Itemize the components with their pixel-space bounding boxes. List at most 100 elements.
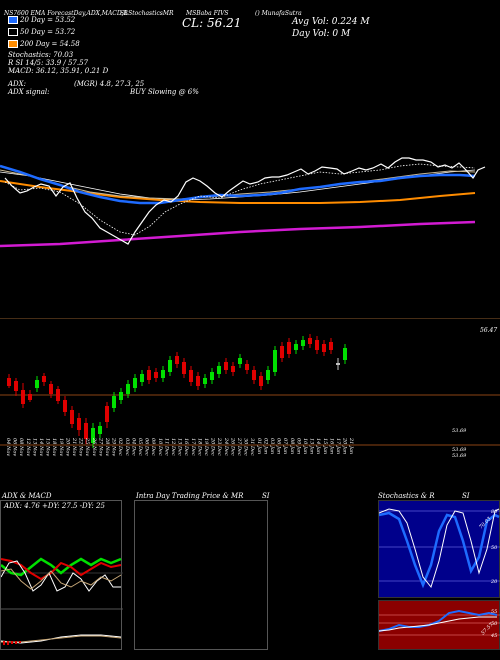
date-label: 19 Dec [203, 438, 209, 456]
candlestick-chart: 56.47 53.69 53.69 53.69 [0, 318, 500, 459]
date-label: 13 Jan [309, 438, 315, 454]
stoch-si-label: SI [462, 492, 470, 500]
date-label: 03 Dec [124, 438, 130, 456]
date-label: 09 Jan [295, 438, 301, 454]
header-title-far: () MunafaSutra [255, 10, 302, 17]
date-label: 14 Jan [315, 438, 321, 454]
rsi-level-50: 50 [491, 621, 498, 627]
adx-white-line [1, 560, 121, 592]
date-label: 04 Nov [5, 438, 11, 456]
date-label: 15 Nov [45, 438, 51, 456]
date-label: 10 Dec [157, 438, 163, 456]
adx-macd-panel: ADX: 4.76 +DY: 27.5 -DY: 25 [0, 500, 123, 650]
price-axis-low2: 53.69 [452, 447, 467, 453]
date-label: 18 Dec [196, 438, 202, 456]
adx-values-text: ADX: 4.76 +DY: 27.5 -DY: 25 [4, 502, 105, 510]
rsi-panel: 55 50 45 57.57 [378, 600, 500, 650]
day-volume: Day Vol: 0 M [292, 29, 351, 39]
date-label: 06 Jan [276, 438, 282, 454]
date-label: 06 Dec [144, 438, 150, 456]
rsi-level-45: 45 [490, 633, 497, 639]
ema20-text: 20 Day = 53.52 [20, 16, 76, 24]
stochastics-panel: 80 50 20 70.03 [378, 500, 500, 598]
date-label: 24 Dec [223, 437, 229, 456]
stoch-level-20: 20 [490, 579, 498, 585]
adx-buy-signal: BUY Slowing @ 6% [130, 88, 199, 96]
date-axis: 04 Nov 06 Nov 08 Nov 12 Nov 13 Nov 14 Nov 15 N… [5, 437, 354, 456]
date-label: 13 Dec [177, 438, 183, 456]
date-label: 03 Jan [269, 438, 275, 454]
adx-label: ADX: [8, 80, 27, 88]
adx-tan-line [1, 568, 122, 590]
date-label: 02 Dec [117, 438, 123, 456]
date-label: 22 Nov [78, 437, 84, 456]
intraday-si-label: SI [262, 492, 270, 500]
date-label: 21 Jan [348, 437, 354, 454]
date-label: 04 Dec [130, 438, 136, 456]
stoch-level-50: 50 [491, 545, 498, 551]
date-label: 28 Nov [104, 437, 110, 456]
ema-chart [0, 157, 486, 248]
date-label: 20 Jan [342, 437, 348, 454]
date-label: 14 Nov [38, 438, 44, 456]
date-label: 17 Jan [335, 438, 341, 454]
date-label: 21 Nov [71, 437, 77, 456]
candles-group [7, 334, 347, 448]
minus-di-line [1, 558, 122, 581]
ema50-line [0, 169, 476, 200]
date-label: 13 Nov [31, 438, 37, 456]
ema50-label: 50 Day = 53.72 [8, 28, 75, 36]
intraday-panel-title: Intra Day Trading Price & MR [136, 492, 244, 500]
date-label: 25 Nov [84, 437, 90, 456]
date-label: 06 Nov [12, 438, 18, 456]
rsi-level-55: 55 [491, 609, 497, 615]
date-label: 08 Jan [289, 438, 295, 454]
stoch-panel-title: Stochastics & R [378, 492, 435, 500]
ema20-swatch [8, 16, 18, 24]
price-line [4, 157, 486, 245]
stochastics-label: Stochastics: 70.03 [8, 51, 74, 59]
date-label: 30 Dec [243, 438, 249, 456]
macd-histogram [3, 641, 21, 645]
date-label: 20 Dec [210, 437, 216, 456]
plus-di-line [1, 557, 122, 577]
stoch-level-80: 80 [491, 509, 498, 515]
adx-lines-svg [1, 557, 123, 645]
stoch-d-line [379, 508, 500, 589]
price-axis-low3: 53.69 [452, 453, 467, 459]
date-label: 16 Dec [183, 438, 189, 456]
price-axis-top: 56.47 [480, 327, 497, 334]
date-label: 23 Dec [216, 437, 222, 456]
ema20-line [0, 164, 476, 205]
date-label: 27 Dec [236, 437, 242, 456]
date-label: 12 Nov [25, 438, 31, 456]
ema200-label: 200 Day = 54.58 [8, 40, 80, 48]
date-label: 12 Dec [170, 438, 176, 456]
price-axis-low1: 53.69 [452, 428, 467, 434]
close-price: CL: 56.21 [182, 16, 242, 30]
ema50-text: 50 Day = 53.72 [20, 28, 76, 36]
date-label: 31 Dec [249, 438, 255, 456]
date-label: 17 Dec [190, 438, 196, 456]
rsi-label: R SI 14/5: 33.9 / 57.57 [8, 59, 89, 67]
date-label: 19 Nov [58, 438, 64, 456]
ema20-label: 20 Day = 53.52 [8, 16, 75, 24]
rsi-lines-svg: 55 50 45 57.57 [379, 609, 500, 639]
date-label: 16 Jan [328, 438, 334, 454]
ema50-swatch [8, 28, 18, 36]
date-label: 26 Nov [91, 437, 97, 456]
adx-mgr-values: (MGR) 4.8, 27.3, 25 [74, 80, 145, 88]
date-label: 02 Jan [262, 438, 268, 454]
date-label: 26 Dec [229, 437, 235, 456]
adx-panel-title: ADX & MACD [2, 492, 52, 500]
date-label: 01 Jan [256, 438, 262, 454]
avg-volume: Avg Vol: 0.224 M [292, 17, 370, 27]
adx-signal-label: ADX signal: [8, 88, 50, 96]
date-label: 08 Nov [18, 438, 24, 456]
date-label: 05 Dec [137, 438, 143, 456]
macd-label: MACD: 36.12, 35.91, 0.21 D [8, 67, 109, 75]
header-title-mid: SLStochasticsMR [120, 10, 174, 17]
rsi-line [379, 609, 498, 632]
date-label: 29 Nov [111, 437, 117, 456]
rsi-signal-line [379, 616, 497, 632]
